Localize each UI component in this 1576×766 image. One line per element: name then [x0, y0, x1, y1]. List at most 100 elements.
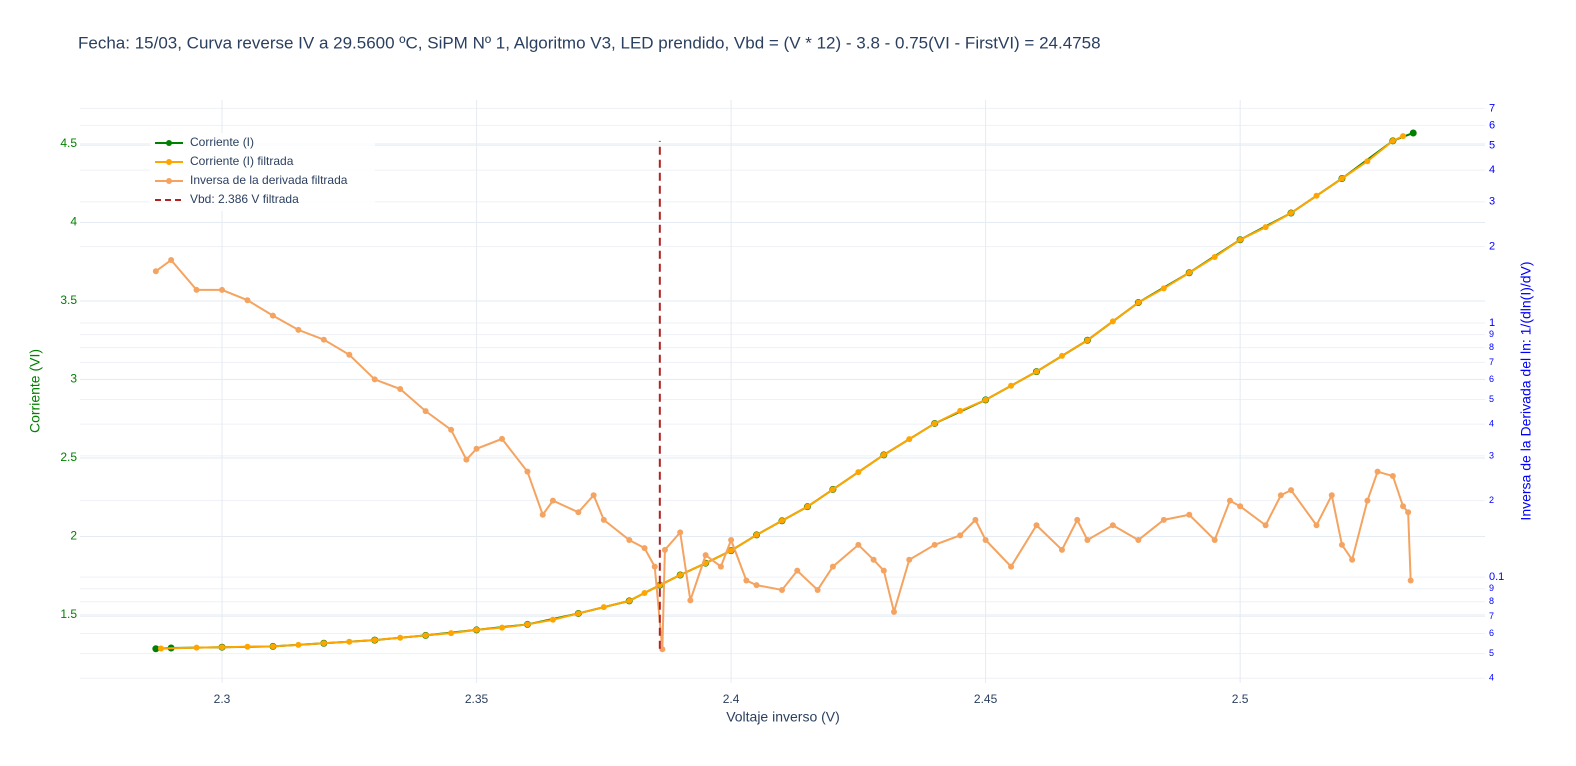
- marker: [931, 541, 938, 548]
- marker: [1186, 269, 1193, 276]
- marker: [152, 268, 159, 275]
- marker: [814, 586, 821, 593]
- marker: [549, 497, 556, 504]
- marker: [1211, 254, 1218, 261]
- marker: [880, 451, 887, 458]
- y-tick-label: 1.5: [60, 607, 77, 621]
- legend-marker: [166, 178, 172, 184]
- marker: [473, 445, 480, 452]
- marker: [717, 563, 724, 570]
- marker: [728, 536, 735, 543]
- x-tick-label: 2.3: [214, 692, 231, 706]
- y2-tick-label: 4: [1489, 164, 1495, 176]
- marker: [855, 541, 862, 548]
- legend-marker: [166, 140, 172, 146]
- y2-tick-label: 8: [1489, 342, 1494, 352]
- y2-tick-label: 9: [1489, 329, 1494, 339]
- marker: [982, 396, 989, 403]
- marker: [371, 637, 378, 644]
- marker: [1237, 236, 1244, 243]
- y-axis-title: Corriente (VI): [27, 349, 43, 433]
- y2-tick-label: 6: [1489, 628, 1494, 638]
- marker: [549, 616, 556, 623]
- marker: [1400, 503, 1407, 510]
- marker: [931, 420, 938, 427]
- legend-marker: [166, 159, 172, 165]
- marker: [778, 517, 785, 524]
- marker: [906, 556, 913, 563]
- legend-label: Vbd: 2.386 V filtrada: [190, 192, 299, 206]
- marker: [575, 610, 582, 617]
- marker: [524, 468, 531, 475]
- marker: [870, 556, 877, 563]
- y2-tick-label: 0.1: [1489, 571, 1504, 583]
- marker: [677, 529, 684, 536]
- x-tick-label: 2.35: [465, 692, 489, 706]
- marker: [1033, 368, 1040, 375]
- marker: [906, 436, 913, 443]
- marker: [641, 590, 648, 597]
- marker: [463, 456, 470, 463]
- marker: [524, 621, 531, 628]
- y2-tick-label: 6: [1489, 374, 1494, 384]
- marker: [1374, 468, 1381, 475]
- marker: [1407, 577, 1414, 584]
- marker: [1160, 516, 1167, 523]
- y2-tick-label: 5: [1489, 139, 1495, 151]
- marker: [890, 608, 897, 615]
- y2-tick-label: 6: [1489, 119, 1495, 131]
- marker: [1186, 511, 1193, 518]
- marker: [1033, 522, 1040, 529]
- marker: [320, 336, 327, 343]
- marker: [661, 546, 668, 553]
- marker: [957, 407, 964, 414]
- marker: [1109, 318, 1116, 325]
- y-tick-label: 2.5: [60, 450, 77, 464]
- y2-tick-label: 2: [1489, 240, 1495, 252]
- marker: [1262, 522, 1269, 529]
- y2-axis-title: Inversa de la Derivada del ln: 1/(dln(I)…: [1518, 261, 1534, 520]
- x-axis-title: Voltaje inverso (V): [726, 709, 840, 725]
- marker: [1338, 175, 1345, 182]
- marker: [957, 532, 964, 539]
- marker: [1226, 497, 1233, 504]
- marker: [1211, 536, 1218, 543]
- marker: [244, 297, 251, 304]
- marker: [157, 645, 164, 652]
- marker: [1135, 299, 1142, 306]
- marker: [1288, 487, 1295, 494]
- marker: [626, 536, 633, 543]
- marker: [855, 469, 862, 476]
- marker: [1328, 492, 1335, 499]
- legend: Corriente (I) Corriente (I) filtrada Inver…: [150, 133, 375, 211]
- legend-label: Corriente (I): [190, 135, 254, 149]
- marker: [1277, 492, 1284, 499]
- marker: [1409, 129, 1417, 137]
- marker: [677, 571, 684, 578]
- x-tick-label: 2.5: [1232, 692, 1249, 706]
- marker: [1058, 352, 1065, 359]
- marker: [1135, 536, 1142, 543]
- y-tick-label: 4.5: [60, 136, 77, 150]
- marker: [1338, 541, 1345, 548]
- marker: [880, 567, 887, 574]
- marker: [448, 426, 455, 433]
- marker: [728, 547, 735, 554]
- y2-tick-label: 3: [1489, 450, 1494, 460]
- y2-tick-label: 5: [1489, 394, 1494, 404]
- marker: [320, 640, 327, 647]
- marker: [1313, 522, 1320, 529]
- marker: [244, 643, 251, 650]
- grid: [80, 100, 1485, 683]
- marker: [397, 634, 404, 641]
- marker: [651, 563, 658, 570]
- marker: [1160, 285, 1167, 292]
- chart-title: Fecha: 15/03, Curva reverse IV a 29.5600…: [78, 33, 1101, 52]
- marker: [590, 492, 597, 499]
- marker: [829, 563, 836, 570]
- marker: [575, 509, 582, 516]
- marker: [193, 286, 200, 293]
- series-line: [155, 258, 1412, 650]
- marker: [1364, 158, 1371, 165]
